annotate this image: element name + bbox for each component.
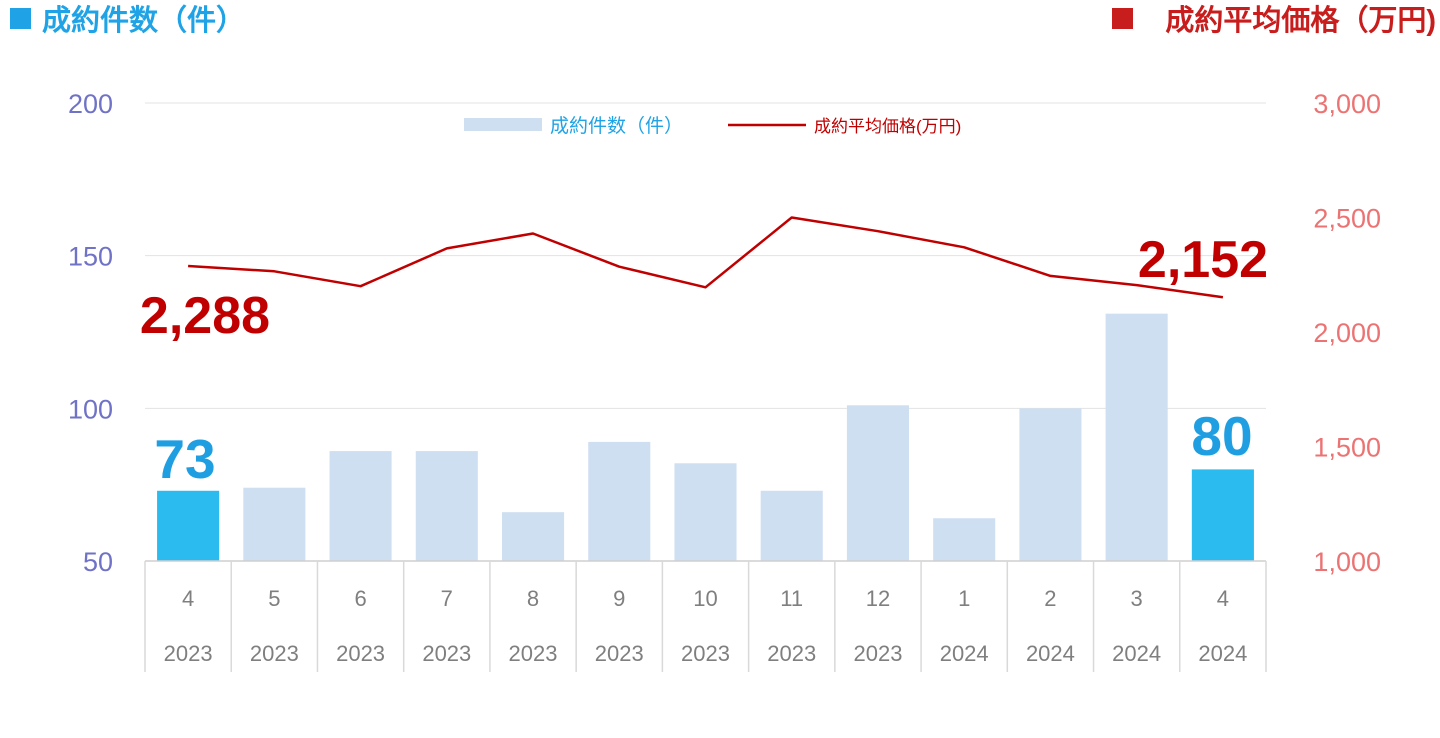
year-label: 2024 xyxy=(940,641,989,666)
legend-bar-swatch xyxy=(464,118,542,131)
right-title-marker xyxy=(1112,8,1133,29)
bar xyxy=(157,490,220,561)
year-label: 2023 xyxy=(681,641,730,666)
left-title-marker xyxy=(10,8,31,29)
month-label: 4 xyxy=(182,586,194,611)
month-label: 10 xyxy=(693,586,717,611)
month-label: 5 xyxy=(268,586,280,611)
year-label: 2023 xyxy=(509,641,558,666)
bar xyxy=(846,405,910,561)
category-axis: 4 2023 5 2023 6 2023 7 2023 8 2023 9 2023 10 2023 11 20… xyxy=(144,560,1267,672)
left-axis-title: 成約件数（件） xyxy=(42,3,245,37)
month-label: 12 xyxy=(866,586,890,611)
bar xyxy=(674,463,737,561)
year-label: 2023 xyxy=(767,641,816,666)
price-line xyxy=(188,216,1224,299)
right-tick-label: 3,000 xyxy=(1313,89,1381,119)
month-label: 3 xyxy=(1131,586,1143,611)
right-tick-label: 1,500 xyxy=(1313,433,1381,463)
bar xyxy=(329,451,392,561)
year-label: 2024 xyxy=(1112,641,1161,666)
left-tick-label: 150 xyxy=(68,242,113,272)
month-label: 7 xyxy=(441,586,453,611)
gridlines xyxy=(145,102,1266,409)
bar-start-label: 73 xyxy=(154,428,215,490)
year-label: 2023 xyxy=(853,641,902,666)
month-label: 2 xyxy=(1044,586,1056,611)
left-tick-label: 100 xyxy=(68,394,113,424)
bar xyxy=(501,512,565,561)
month-label: 4 xyxy=(1217,586,1229,611)
bar xyxy=(1019,408,1082,561)
bar xyxy=(1191,469,1254,561)
bar xyxy=(933,518,996,561)
bar xyxy=(415,451,478,561)
axes: 50 100 150 200 1,000 1,500 2,000 2,500 3,000 xyxy=(68,89,1381,577)
month-label: 1 xyxy=(958,586,970,611)
line-series xyxy=(188,216,1224,299)
right-axis-title: 成約平均価格（万円) xyxy=(1165,3,1436,37)
right-tick-label: 2,500 xyxy=(1313,204,1381,234)
year-label: 2023 xyxy=(250,641,299,666)
bar xyxy=(588,441,651,561)
month-label: 11 xyxy=(780,586,803,611)
year-label: 2024 xyxy=(1026,641,1075,666)
year-label: 2023 xyxy=(336,641,385,666)
left-tick-label: 200 xyxy=(68,89,113,119)
left-tick-label: 50 xyxy=(83,547,113,577)
right-tick-label: 2,000 xyxy=(1313,318,1381,348)
legend-bar-label: 成約件数（件） xyxy=(550,115,683,137)
year-label: 2024 xyxy=(1198,641,1247,666)
month-label: 8 xyxy=(527,586,539,611)
month-label: 9 xyxy=(613,586,625,611)
year-label: 2023 xyxy=(164,641,213,666)
year-label: 2023 xyxy=(422,641,471,666)
bars xyxy=(157,313,1254,561)
bar-end-label: 80 xyxy=(1191,405,1252,467)
bar xyxy=(243,487,306,561)
line-end-label: 2,152 xyxy=(1138,231,1268,289)
month-label: 6 xyxy=(354,586,366,611)
bar xyxy=(760,490,823,561)
line-start-label: 2,288 xyxy=(140,287,270,345)
bar xyxy=(1105,313,1168,561)
year-label: 2023 xyxy=(595,641,644,666)
right-tick-label: 1,000 xyxy=(1313,547,1381,577)
legend-line-label: 成約平均価格(万円) xyxy=(814,117,961,136)
